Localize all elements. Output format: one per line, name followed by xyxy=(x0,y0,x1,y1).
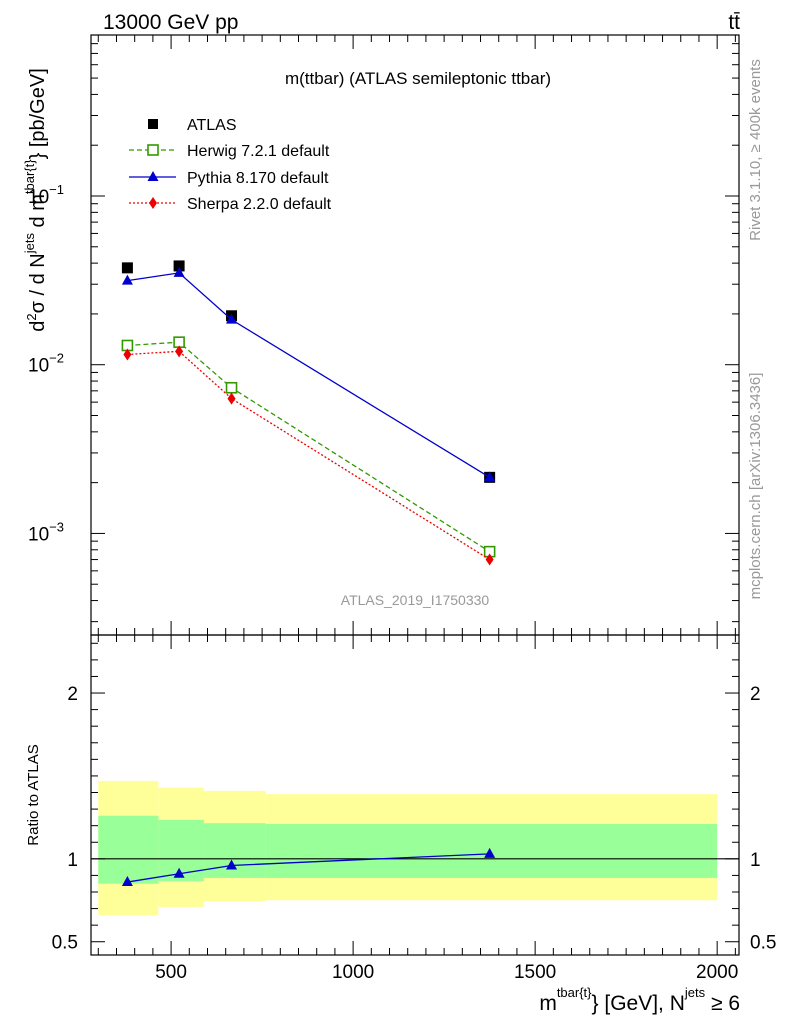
uncertainty-band-inner xyxy=(98,815,159,884)
y-tick-label: 10−1 xyxy=(28,182,64,208)
x-tick-label: 500 xyxy=(155,962,187,983)
ratio-point xyxy=(226,859,238,870)
ratio-y-tick-label-right: 1 xyxy=(750,850,761,871)
ratio-y-tick-label-right: 0.5 xyxy=(750,933,776,954)
data-point-3 xyxy=(227,392,236,405)
data-point-2 xyxy=(173,266,185,277)
ratio-plot-frame xyxy=(90,634,740,956)
data-point-3 xyxy=(175,345,184,358)
mcplots-label: mcplots.cern.ch [arXiv:1306.3436] xyxy=(747,373,764,600)
legend-label: ATLAS xyxy=(187,117,237,134)
ratio-y-tick-label-right: 2 xyxy=(750,684,761,705)
header-energy: 13000 GeV pp xyxy=(103,11,238,34)
legend-label: Pythia 8.170 default xyxy=(187,170,329,187)
legend-label: Sherpa 2.2.0 default xyxy=(187,196,332,213)
ratio-y-tick-label: 2 xyxy=(67,684,78,705)
legend-label: Herwig 7.2.1 default xyxy=(187,143,330,160)
ratio-y-tick-label: 1 xyxy=(67,850,78,871)
ratio-panel: 0.5 0.5 1 1 2 2 500 1000 1500 2000 Ratio to ATLAS… xyxy=(25,634,776,1015)
y-tick-label: 10−3 xyxy=(28,519,64,545)
ratio-y-axis-label: Ratio to ATLAS xyxy=(25,744,42,845)
series-line-1 xyxy=(127,341,490,553)
ratio-point xyxy=(484,847,496,858)
legend-marker xyxy=(147,171,159,181)
uncertainty-band-inner xyxy=(203,823,266,878)
ratio-line xyxy=(127,853,490,883)
series-line-2 xyxy=(127,272,490,478)
main-y-axis-label: d2σ / d Njets d mtbar{t}} [pb/GeV] xyxy=(22,68,49,332)
ratio-point xyxy=(121,876,133,887)
uncertainty-band-inner xyxy=(265,824,718,878)
data-point-0 xyxy=(173,260,185,272)
legend: ATLAS Herwig 7.2.1 default Pythia 8.170 de… xyxy=(129,117,332,213)
series-line-3 xyxy=(127,350,490,561)
main-plot-title: m(ttbar) (ATLAS semileptonic ttbar) xyxy=(285,69,551,88)
data-point-2 xyxy=(226,313,238,324)
x-axis-label: mtbar{t}} [GeV], Njets ≥ 6 xyxy=(539,985,740,1015)
y-tick-label: 10−2 xyxy=(28,351,64,377)
data-point-2 xyxy=(121,274,133,285)
data-point-0 xyxy=(121,262,133,274)
data-point-2 xyxy=(484,471,496,482)
ratio-point xyxy=(173,867,185,878)
x-tick-label: 1500 xyxy=(514,962,556,983)
legend-marker xyxy=(148,119,158,129)
data-point-3 xyxy=(485,553,494,566)
data-point-3 xyxy=(123,348,132,361)
data-point-1 xyxy=(225,381,238,394)
ratio-y-tick-label: 0.5 xyxy=(52,933,78,954)
analysis-watermark: ATLAS_2019_I1750330 xyxy=(341,592,490,608)
main-panel: m(ttbar) (ATLAS semileptonic ttbar) ATLA… xyxy=(22,34,740,636)
x-tick-label: 1000 xyxy=(332,962,374,983)
rivet-label: Rivet 3.1.10, ≥ 400k events xyxy=(747,59,764,241)
legend-marker xyxy=(149,197,157,209)
header-process: tt̄ xyxy=(728,11,740,34)
x-tick-label: 2000 xyxy=(696,962,738,983)
legend-marker xyxy=(147,144,159,156)
